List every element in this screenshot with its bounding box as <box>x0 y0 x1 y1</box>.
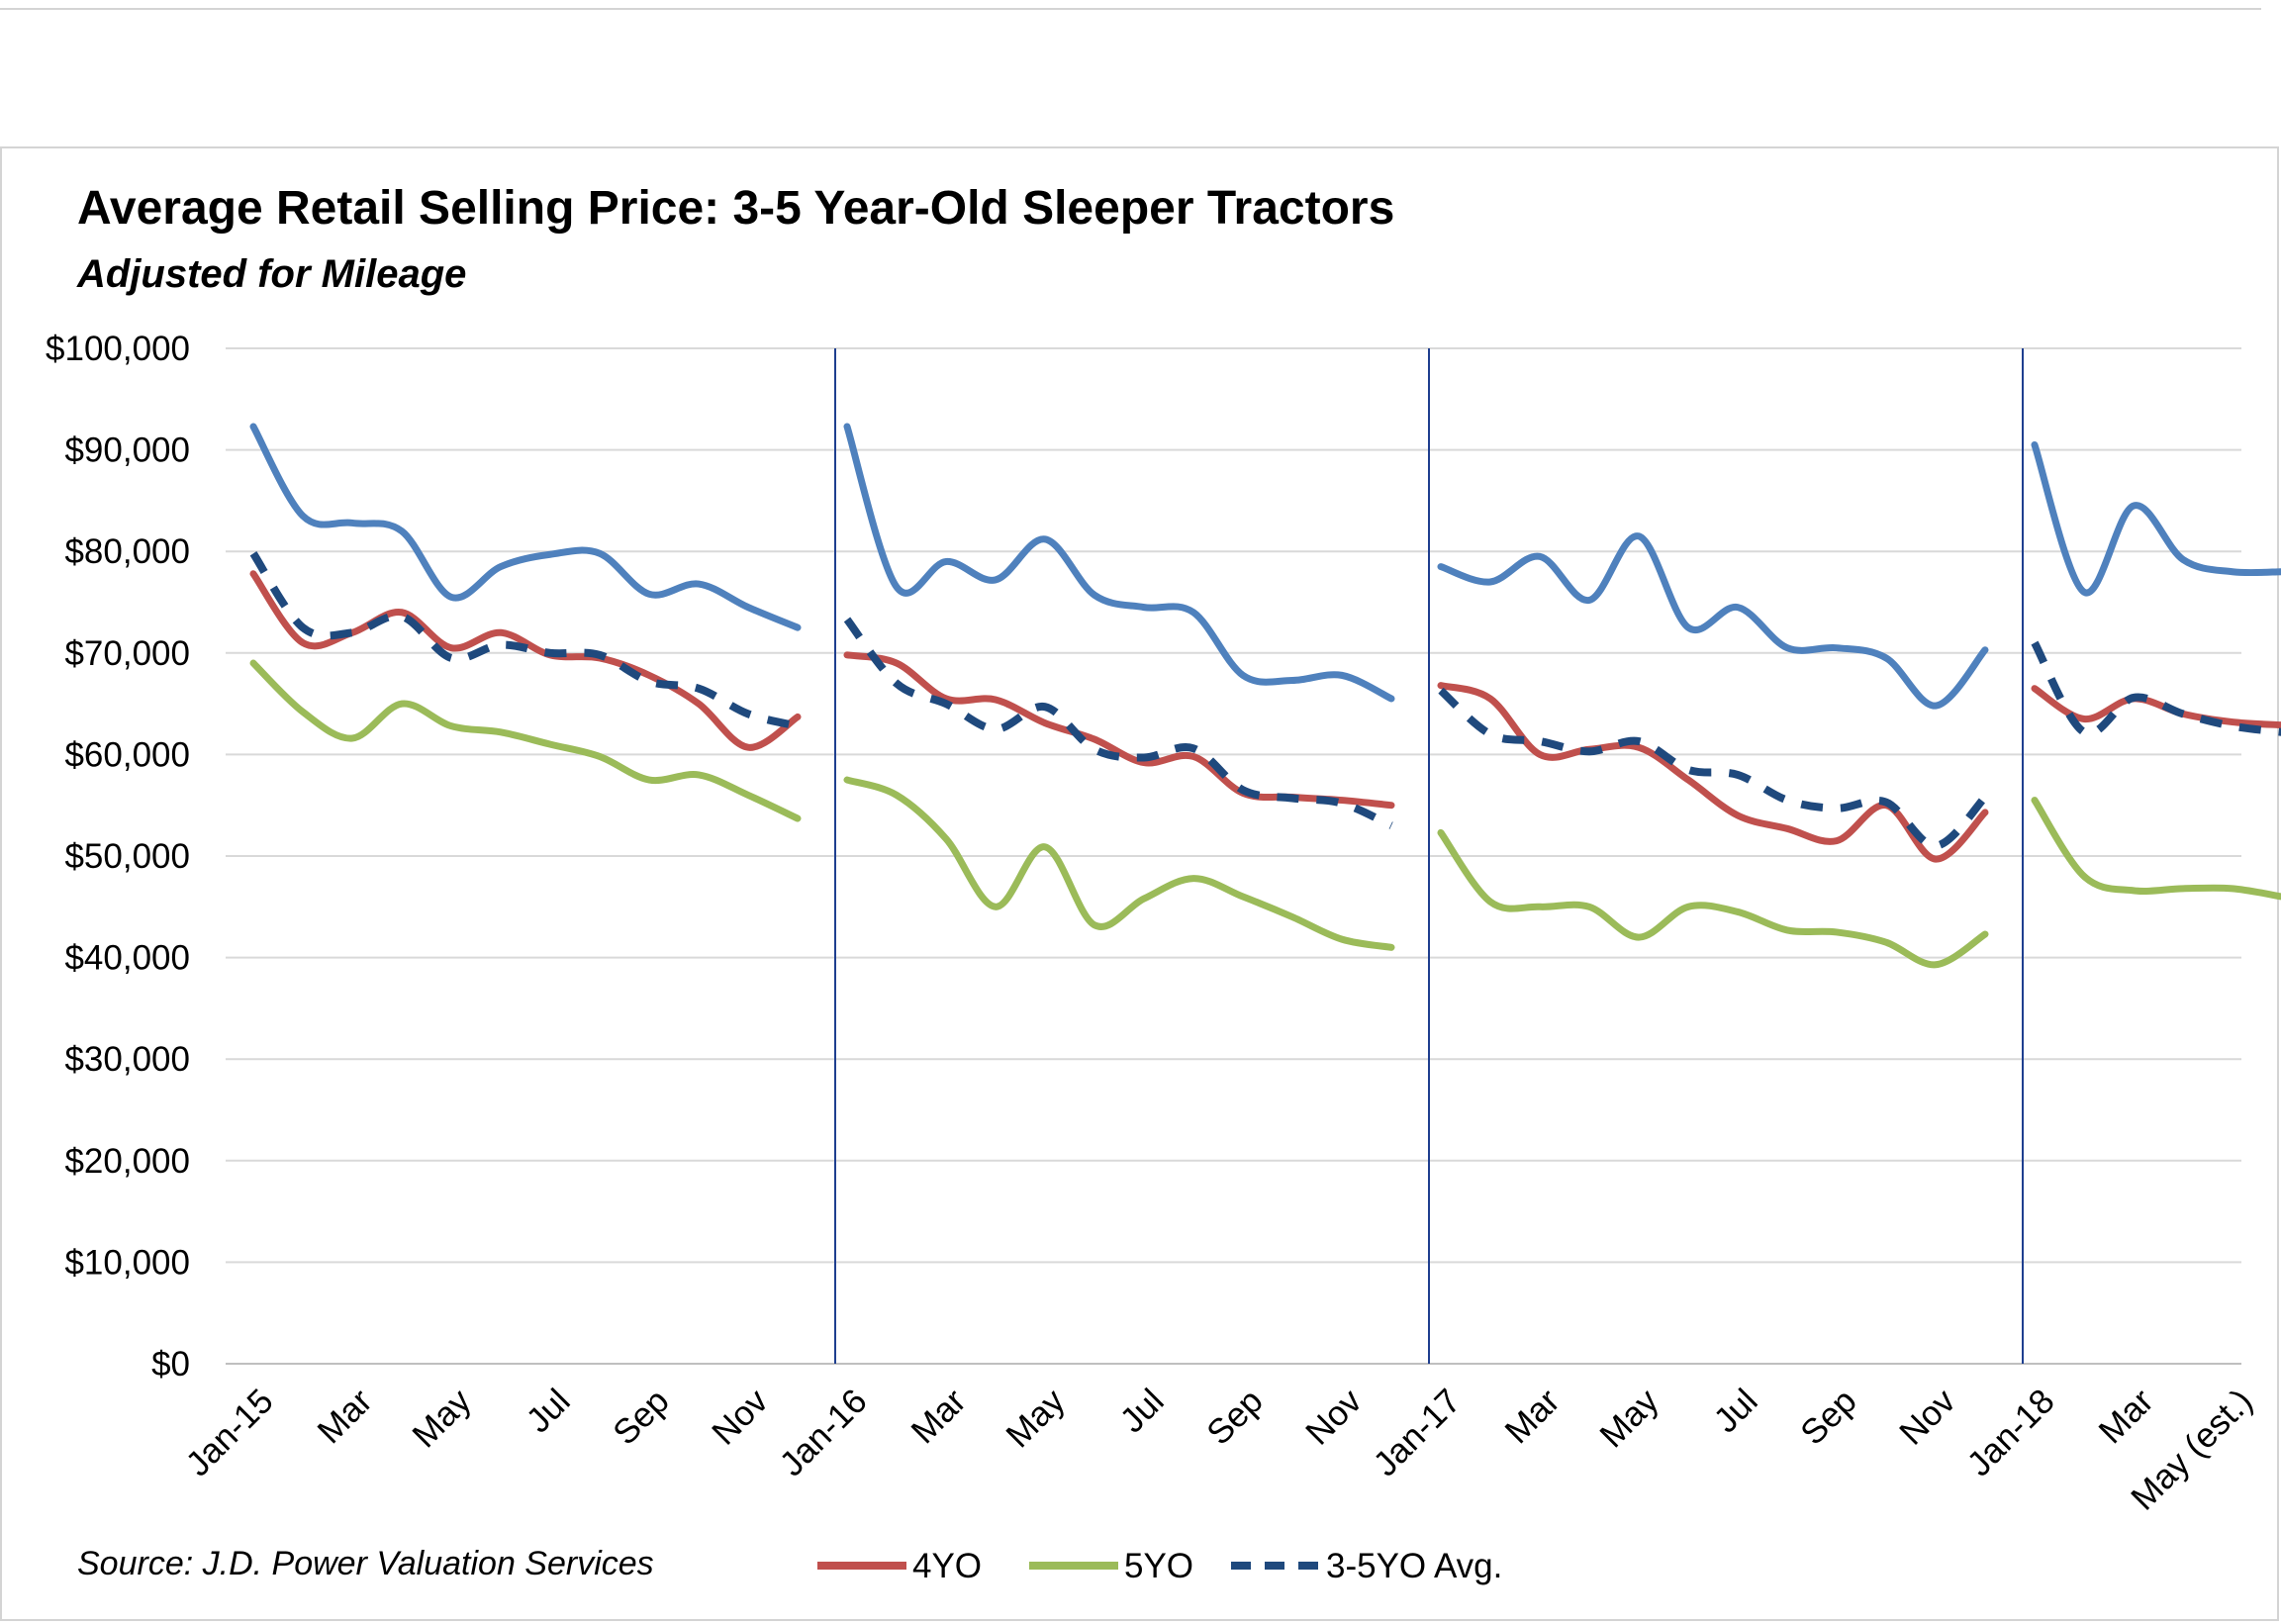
y-tick-label: $90,000 <box>64 431 190 470</box>
chart-frame <box>0 146 2279 1621</box>
x-tick-label: Nov <box>705 1382 776 1453</box>
x-tick-label: Mar <box>1497 1382 1567 1451</box>
year-dividers <box>834 348 2024 1364</box>
legend: 4YO 5YO 3-5YO Avg. <box>817 1547 1502 1585</box>
x-tick-label: Jan-18 <box>1959 1382 2061 1483</box>
series-line-3-5yo-avg <box>843 617 1393 829</box>
series-line-3-5yo-avg <box>249 551 799 730</box>
series-line-unlabeled-0 <box>249 423 802 631</box>
y-tick-label: $50,000 <box>64 837 190 876</box>
x-tick-label: May <box>998 1382 1073 1456</box>
x-tick-label: Jan-15 <box>178 1382 280 1483</box>
series-line-4yo <box>2031 685 2281 729</box>
series-line-3-5yo-avg <box>2031 640 2281 738</box>
x-tick-label: Jan-17 <box>1366 1382 1468 1483</box>
x-tick-label: Sep <box>1793 1382 1864 1453</box>
series-line-5yo <box>249 659 802 822</box>
x-tick-label: Nov <box>1892 1382 1963 1453</box>
y-tick-label: $20,000 <box>64 1142 190 1181</box>
x-tick-label: Jul <box>1112 1382 1171 1440</box>
y-tick-label: $0 <box>151 1345 190 1384</box>
x-tick-label: Mar <box>310 1382 379 1451</box>
y-tick-label: $70,000 <box>64 634 190 673</box>
y-tick-label: $10,000 <box>64 1243 190 1282</box>
x-tick-label: Nov <box>1298 1382 1370 1453</box>
y-tick-label: $60,000 <box>64 735 190 774</box>
x-tick-label: Mar <box>903 1382 973 1451</box>
series-line-5yo <box>2031 797 2281 901</box>
x-tick-label: Sep <box>1199 1382 1271 1453</box>
x-tick-label: Sep <box>606 1382 677 1453</box>
y-tick-label: $30,000 <box>64 1040 190 1079</box>
series-line-unlabeled-0 <box>843 423 1395 703</box>
source-note: Source: J.D. Power Valuation Services <box>77 1545 654 1582</box>
x-tick-label: Mar <box>2091 1382 2160 1451</box>
x-tick-label: Jul <box>1706 1382 1764 1440</box>
legend-label: 4YO <box>912 1547 982 1585</box>
series-lines <box>249 423 2281 969</box>
x-tick-label: Jul <box>519 1382 577 1440</box>
chart-subtitle: Adjusted for Mileage <box>76 252 466 296</box>
x-tick-label: May <box>1592 1382 1666 1456</box>
series-line-4yo <box>249 570 802 751</box>
legend-label: 5YO <box>1124 1547 1193 1585</box>
series-line-5yo <box>1437 828 1989 969</box>
y-tick-label: $100,000 <box>46 330 190 368</box>
series-line-5yo <box>843 776 1395 951</box>
top-rule <box>0 8 2261 10</box>
y-axis-ticks: $0 $10,000 $20,000 $30,000 $40,000 $50,000 $60… <box>46 330 190 1384</box>
y-tick-label: $40,000 <box>64 939 190 978</box>
y-tick-label: $80,000 <box>64 532 190 571</box>
series-line-unlabeled-0 <box>1437 532 1989 710</box>
legend-label: 3-5YO Avg. <box>1326 1547 1502 1585</box>
chart-title: Average Retail Selling Price: 3-5 Year-O… <box>77 182 1394 235</box>
series-line-4yo <box>1437 682 1989 863</box>
x-tick-label: Jan-16 <box>772 1382 874 1483</box>
series-line-unlabeled-0 <box>2031 440 2281 597</box>
x-tick-label: May <box>405 1382 479 1456</box>
